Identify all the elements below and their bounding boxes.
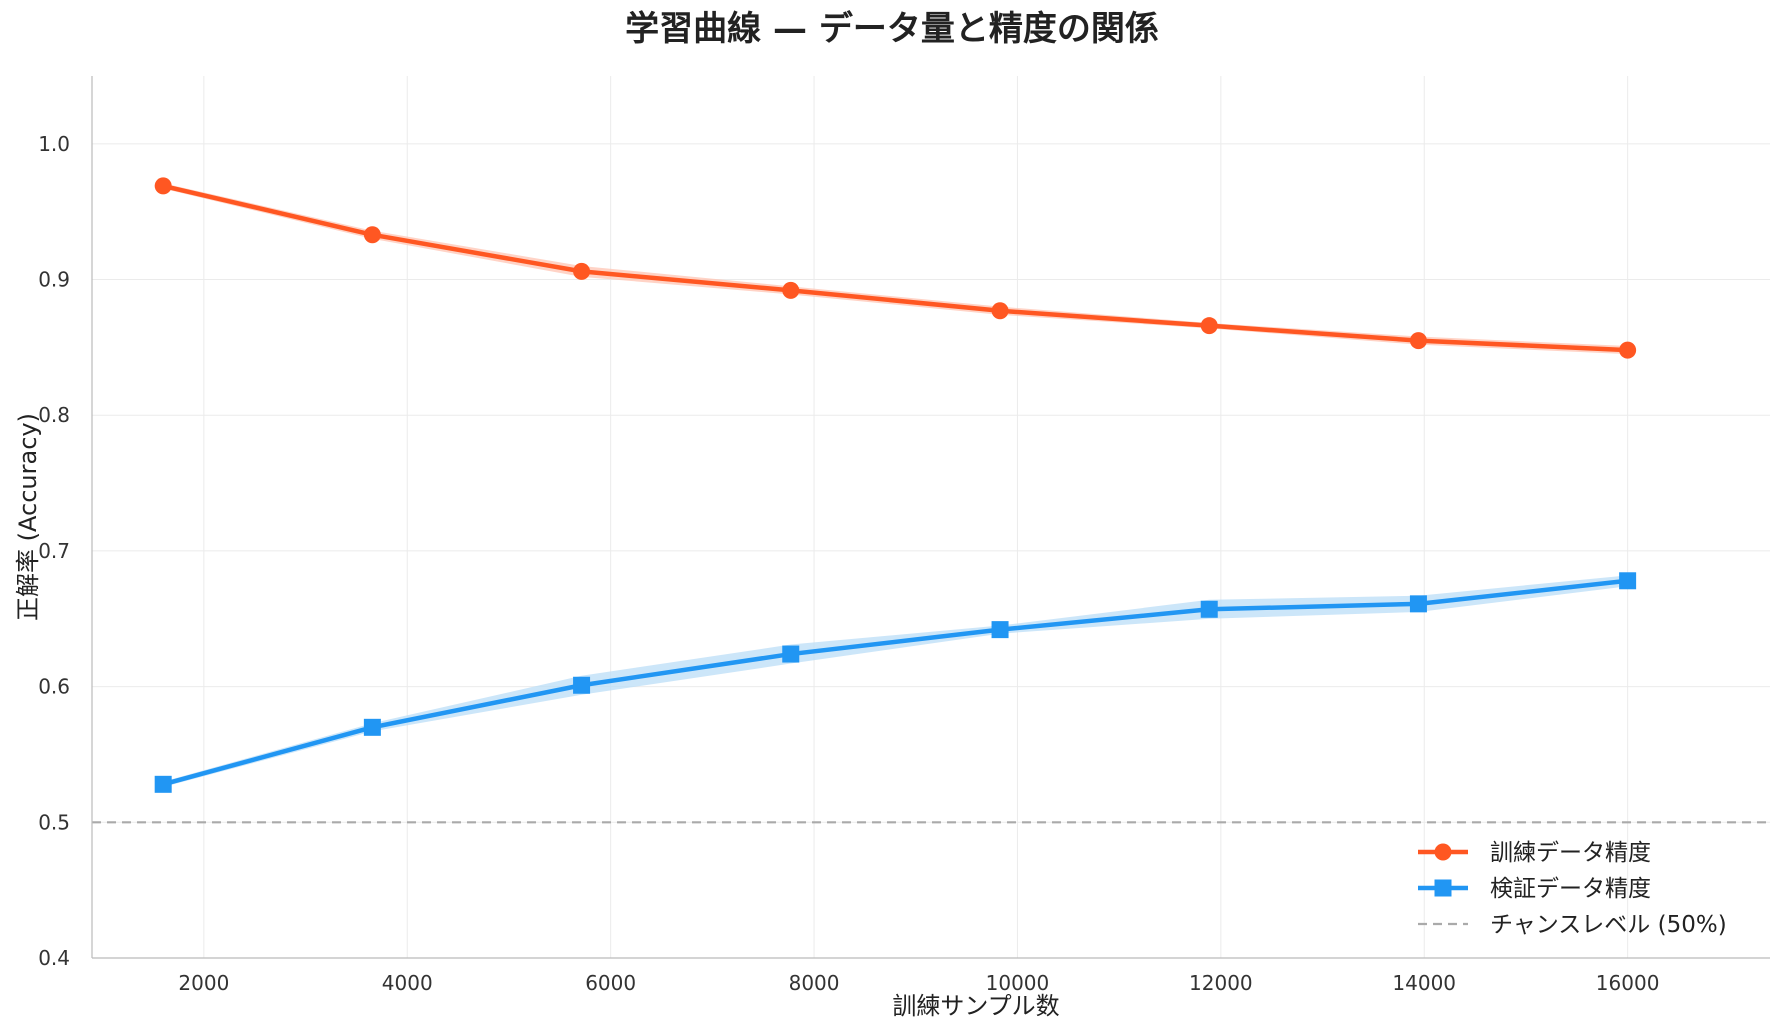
- x-tick-label: 4000: [382, 971, 433, 995]
- y-tick-label: 0.9: [38, 268, 70, 292]
- train-accuracy-point: [1619, 341, 1637, 359]
- series-lines: [160, 183, 1630, 787]
- tick-labels: 2000 4000 6000 8000 10000 12000 14000 16000 0.4 0…: [38, 132, 1659, 995]
- val-accuracy-point: [1619, 572, 1637, 590]
- y-tick-label: 1.0: [38, 132, 70, 156]
- val-accuracy-point: [154, 775, 172, 793]
- train-accuracy-point: [573, 262, 591, 280]
- train-accuracy-point: [363, 226, 381, 244]
- train-accuracy-point: [782, 281, 800, 299]
- train-accuracy-point: [1200, 317, 1218, 335]
- series-markers: [154, 177, 1637, 793]
- legend-train-label: 訓練データ精度: [1490, 840, 1651, 866]
- confidence-bands: [163, 183, 1628, 788]
- y-tick-label: 0.8: [38, 403, 70, 427]
- train-accuracy-point: [991, 302, 1009, 320]
- val-accuracy-point: [1409, 595, 1427, 613]
- legend-chance-label: チャンスレベル (50%): [1490, 912, 1727, 938]
- x-tick-label: 2000: [178, 971, 229, 995]
- train-accuracy-point: [154, 177, 172, 195]
- train-accuracy-line: [160, 183, 1630, 353]
- x-tick-label: 6000: [585, 971, 636, 995]
- axes: [91, 76, 1770, 959]
- train-accuracy-point: [1409, 332, 1427, 350]
- x-tick-label: 10000: [986, 971, 1050, 995]
- x-tick-label: 14000: [1392, 971, 1456, 995]
- val-accuracy-point: [573, 676, 591, 694]
- legend-val-marker: [1434, 879, 1452, 897]
- y-tick-label: 0.4: [38, 946, 70, 970]
- val-accuracy-band: [163, 575, 1628, 788]
- grid: [92, 76, 1770, 959]
- y-tick-label: 0.7: [38, 539, 70, 563]
- val-accuracy-point: [991, 621, 1009, 639]
- x-tick-label: 16000: [1596, 971, 1660, 995]
- x-axis-label: 訓練サンプル数: [892, 992, 1059, 1020]
- x-tick-label: 8000: [789, 971, 840, 995]
- val-accuracy-point: [782, 645, 800, 663]
- y-tick-label: 0.6: [38, 675, 70, 699]
- train-accuracy-band: [163, 183, 1628, 355]
- val-accuracy-line: [160, 578, 1630, 787]
- legend-train-marker: [1434, 843, 1452, 861]
- chart-title: 学習曲線 — データ量と精度の関係: [625, 9, 1159, 49]
- legend-val-label: 検証データ精度: [1490, 876, 1651, 902]
- y-tick-label: 0.5: [38, 810, 70, 834]
- val-accuracy-point: [1200, 600, 1218, 618]
- val-accuracy-point: [363, 718, 381, 736]
- y-axis-label: 正解率 (Accuracy): [14, 413, 42, 621]
- x-tick-label: 12000: [1189, 971, 1253, 995]
